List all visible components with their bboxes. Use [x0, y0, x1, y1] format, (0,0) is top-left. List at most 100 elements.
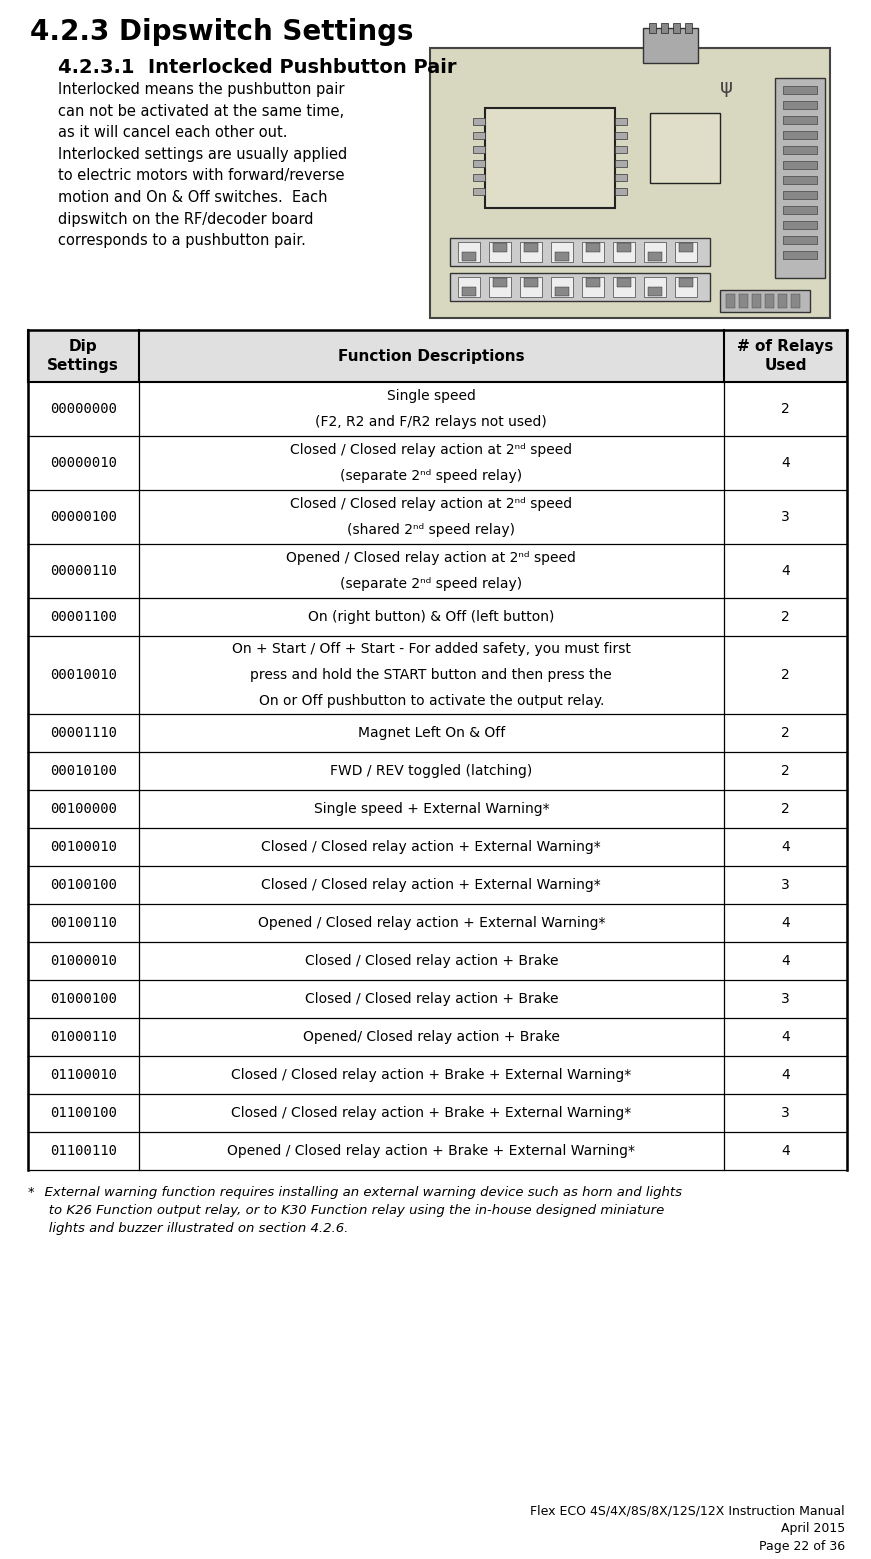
Text: Closed / Closed relay action + Brake: Closed / Closed relay action + Brake: [305, 992, 558, 1006]
Bar: [783, 101, 817, 109]
Text: 4: 4: [781, 917, 790, 931]
Bar: [520, 242, 542, 262]
Bar: [649, 23, 656, 33]
Text: 00010010: 00010010: [50, 667, 117, 681]
Bar: [783, 131, 817, 139]
Text: 00100110: 00100110: [50, 917, 117, 931]
Text: Page 22 of 36: Page 22 of 36: [759, 1540, 845, 1553]
Text: Closed / Closed relay action at 2ⁿᵈ speed: Closed / Closed relay action at 2ⁿᵈ spee…: [290, 497, 572, 511]
Bar: [520, 278, 542, 298]
Bar: [617, 243, 631, 253]
Text: 4: 4: [781, 564, 790, 578]
Text: Function Descriptions: Function Descriptions: [338, 349, 524, 363]
Bar: [473, 175, 485, 181]
Text: 3: 3: [781, 510, 790, 524]
Bar: [726, 295, 735, 309]
Bar: [739, 295, 748, 309]
Text: Closed / Closed relay action + External Warning*: Closed / Closed relay action + External …: [261, 878, 601, 892]
Bar: [430, 48, 830, 318]
Bar: [675, 278, 697, 298]
Text: 2: 2: [781, 610, 790, 624]
Text: 4: 4: [781, 840, 790, 854]
Text: *: *: [28, 1186, 35, 1199]
Text: 00001110: 00001110: [50, 726, 117, 741]
Bar: [615, 118, 627, 125]
Text: 4: 4: [781, 455, 790, 469]
Bar: [615, 161, 627, 167]
Text: 00010100: 00010100: [50, 764, 117, 778]
Text: 4.2.3 Dipswitch Settings: 4.2.3 Dipswitch Settings: [30, 19, 414, 47]
Bar: [28, 331, 847, 382]
Text: 00001100: 00001100: [50, 610, 117, 624]
Bar: [679, 278, 693, 287]
Bar: [685, 23, 692, 33]
Text: 2: 2: [781, 667, 790, 681]
Bar: [485, 108, 615, 207]
Bar: [524, 243, 538, 253]
Bar: [644, 278, 666, 298]
Text: Opened / Closed relay action at 2ⁿᵈ speed: Opened / Closed relay action at 2ⁿᵈ spee…: [287, 550, 577, 564]
Bar: [752, 295, 761, 309]
Text: Closed / Closed relay action + External Warning*: Closed / Closed relay action + External …: [261, 840, 601, 854]
Text: On or Off pushbutton to activate the output relay.: On or Off pushbutton to activate the out…: [259, 694, 604, 708]
Bar: [555, 287, 569, 296]
Text: 00100010: 00100010: [50, 840, 117, 854]
Text: Opened / Closed relay action + Brake + External Warning*: Opened / Closed relay action + Brake + E…: [227, 1144, 635, 1158]
Bar: [458, 278, 480, 298]
Bar: [661, 23, 668, 33]
Text: 2: 2: [781, 801, 790, 815]
Bar: [462, 287, 476, 296]
Bar: [462, 253, 476, 260]
Text: 4.2.3.1  Interlocked Pushbutton Pair: 4.2.3.1 Interlocked Pushbutton Pair: [58, 58, 456, 76]
Bar: [615, 189, 627, 195]
Text: 01100110: 01100110: [50, 1144, 117, 1158]
Bar: [783, 251, 817, 259]
Text: (separate 2ⁿᵈ speed relay): (separate 2ⁿᵈ speed relay): [341, 469, 523, 483]
Bar: [615, 175, 627, 181]
Bar: [765, 295, 774, 309]
Bar: [615, 147, 627, 153]
Text: 00000110: 00000110: [50, 564, 117, 578]
Text: Interlocked means the pushbutton pair
can not be activated at the same time,
as : Interlocked means the pushbutton pair ca…: [58, 83, 348, 248]
Bar: [473, 133, 485, 139]
Text: 00000010: 00000010: [50, 455, 117, 469]
Text: Flex ECO 4S/4X/8S/8X/12S/12X Instruction Manual: Flex ECO 4S/4X/8S/8X/12S/12X Instruction…: [530, 1504, 845, 1517]
Text: 00100000: 00100000: [50, 801, 117, 815]
Text: Closed / Closed relay action + Brake + External Warning*: Closed / Closed relay action + Brake + E…: [231, 1068, 631, 1082]
Text: (F2, R2 and F/R2 relays not used): (F2, R2 and F/R2 relays not used): [315, 415, 547, 429]
Text: External warning function requires installing an external warning device such as: External warning function requires insta…: [36, 1186, 682, 1199]
Text: 4: 4: [781, 1144, 790, 1158]
Text: 2: 2: [781, 402, 790, 416]
Text: 00000100: 00000100: [50, 510, 117, 524]
Bar: [473, 118, 485, 125]
Bar: [582, 242, 604, 262]
Bar: [783, 147, 817, 154]
Text: April 2015: April 2015: [780, 1522, 845, 1536]
Bar: [613, 242, 635, 262]
Text: On + Start / Off + Start - For added safety, you must first: On + Start / Off + Start - For added saf…: [232, 642, 631, 656]
Text: Opened / Closed relay action + External Warning*: Opened / Closed relay action + External …: [258, 917, 605, 931]
Text: 3: 3: [781, 878, 790, 892]
Bar: [720, 290, 810, 312]
Bar: [493, 278, 507, 287]
Bar: [783, 206, 817, 214]
Bar: [450, 239, 710, 267]
Bar: [673, 23, 680, 33]
Text: 00100100: 00100100: [50, 878, 117, 892]
Bar: [473, 161, 485, 167]
Bar: [783, 192, 817, 200]
Text: Dip
Settings: Dip Settings: [47, 340, 119, 373]
Bar: [648, 253, 662, 260]
Bar: [473, 189, 485, 195]
Text: 3: 3: [781, 992, 790, 1006]
Text: (shared 2ⁿᵈ speed relay): (shared 2ⁿᵈ speed relay): [348, 522, 516, 536]
Bar: [648, 287, 662, 296]
Text: 2: 2: [781, 726, 790, 741]
Bar: [524, 278, 538, 287]
Text: FWD / REV toggled (latching): FWD / REV toggled (latching): [330, 764, 532, 778]
Bar: [450, 273, 710, 301]
Bar: [555, 253, 569, 260]
Bar: [613, 278, 635, 298]
Bar: [778, 295, 787, 309]
Bar: [586, 243, 600, 253]
